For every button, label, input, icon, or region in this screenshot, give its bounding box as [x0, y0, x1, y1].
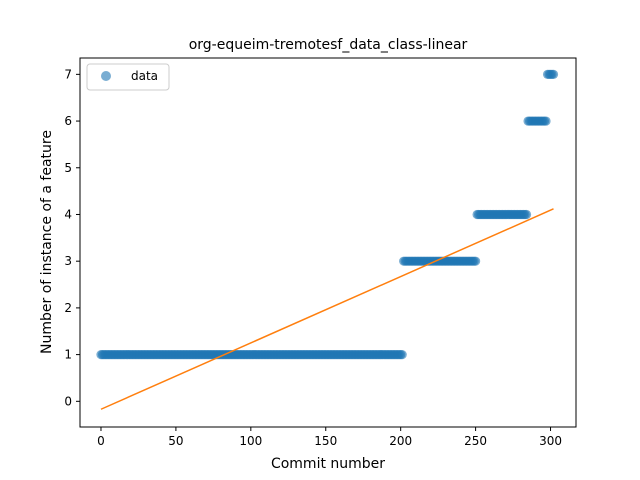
- y-tick-label: 4: [64, 207, 72, 221]
- legend-label-data: data: [131, 69, 158, 83]
- x-tick-label: 0: [97, 434, 105, 448]
- x-tick-label: 150: [314, 434, 337, 448]
- y-tick-label: 1: [64, 348, 72, 362]
- x-tick-label: 100: [239, 434, 262, 448]
- x-tick-label: 250: [464, 434, 487, 448]
- y-axis-ticks: 0 1 2 3 4 5 6 7: [64, 67, 80, 408]
- y-axis-label: Number of instance of a feature: [39, 130, 55, 354]
- x-axis-ticks: 0 50 100 150 200 250 300: [97, 427, 562, 448]
- x-tick-label: 50: [168, 434, 183, 448]
- legend: data: [86, 63, 170, 91]
- x-tick-label: 200: [389, 434, 412, 448]
- data-point: [397, 350, 407, 360]
- y-tick-label: 0: [64, 394, 72, 408]
- x-tick-label: 300: [539, 434, 562, 448]
- y-tick-label: 3: [64, 254, 72, 268]
- y-tick-label: 2: [64, 301, 72, 315]
- data-point: [471, 256, 481, 266]
- legend-marker-data: [101, 71, 111, 81]
- data-point: [521, 209, 532, 220]
- y-tick-label: 7: [64, 67, 72, 81]
- x-axis-label: Commit number: [271, 456, 385, 472]
- data-point: [541, 116, 551, 126]
- data-point: [548, 69, 559, 79]
- fit-line: [100, 208, 554, 410]
- plot-frame: [79, 57, 577, 428]
- y-tick-label: 5: [64, 161, 72, 175]
- chart-title: org-equeim-tremotesf_data_class-linear: [189, 37, 468, 53]
- fit-line-layer: [100, 208, 554, 410]
- y-tick-label: 6: [64, 114, 72, 128]
- legend-box: [86, 63, 170, 91]
